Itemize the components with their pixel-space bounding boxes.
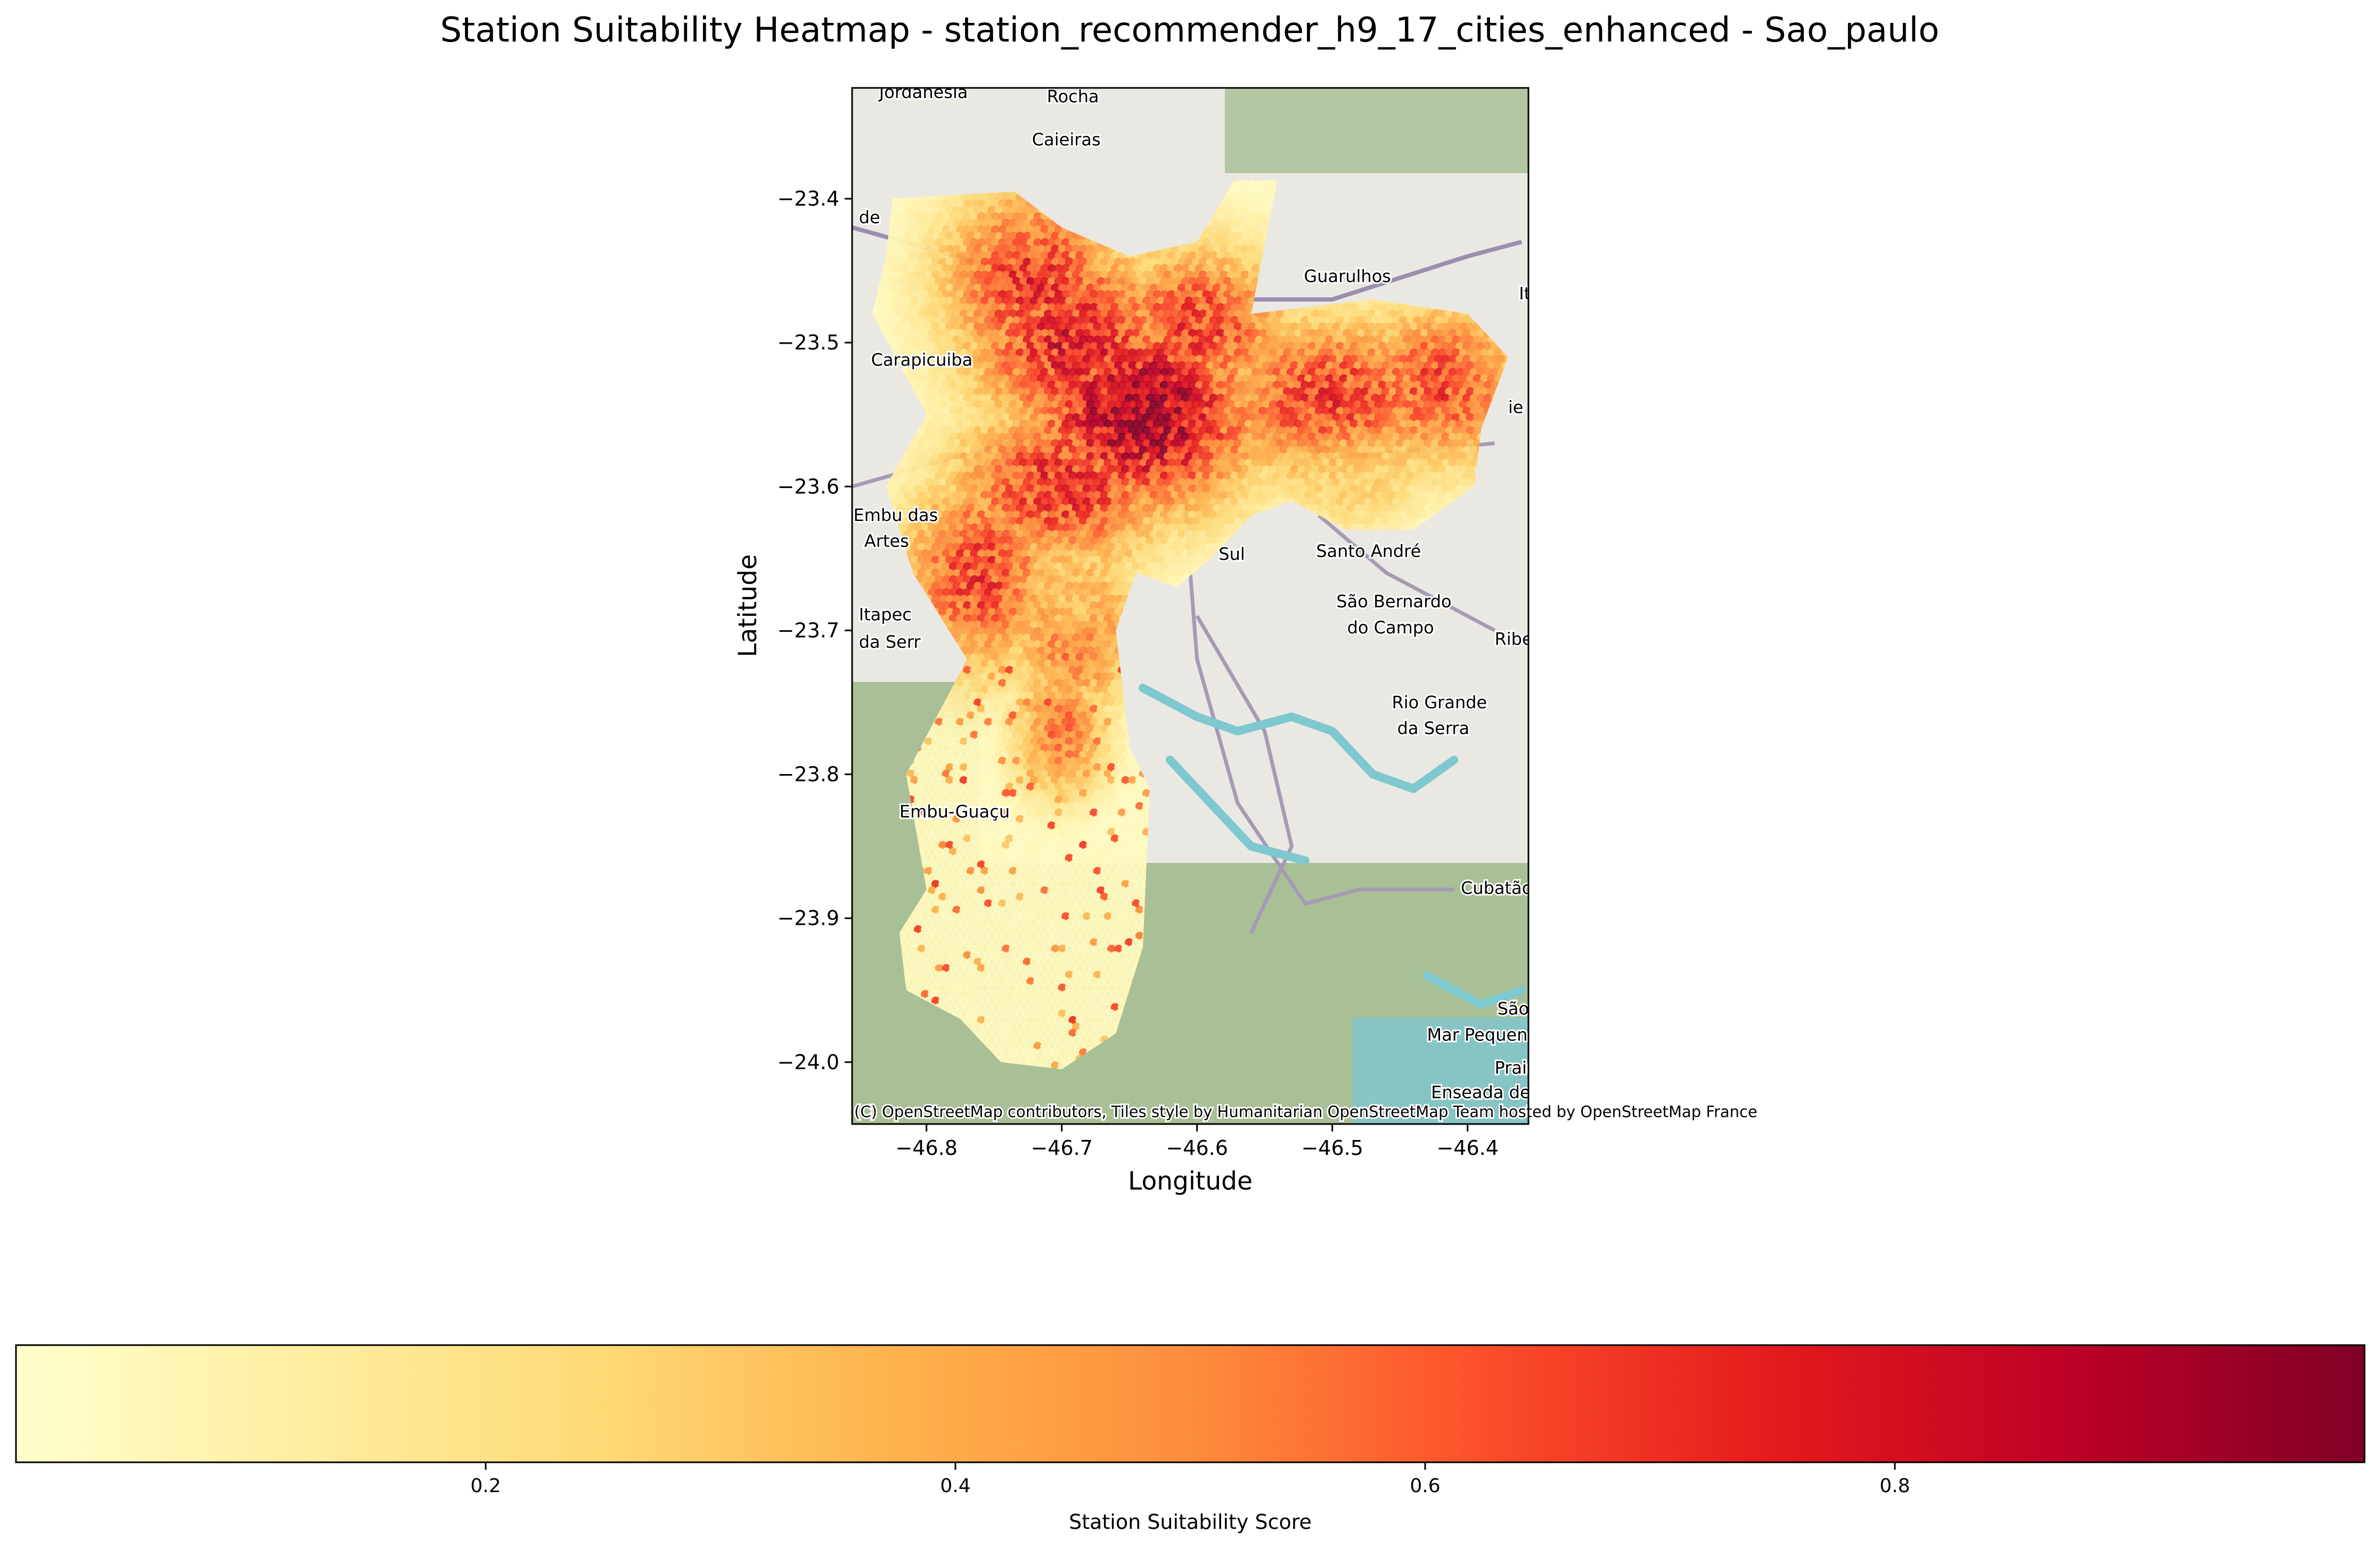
forest-north — [1225, 88, 1528, 173]
chart-title: Station Suitability Heatmap - station_re… — [440, 11, 1940, 50]
map-axes: Jordanesia RochaCaieirasdeGuarulhosItCara… — [733, 82, 1757, 1196]
